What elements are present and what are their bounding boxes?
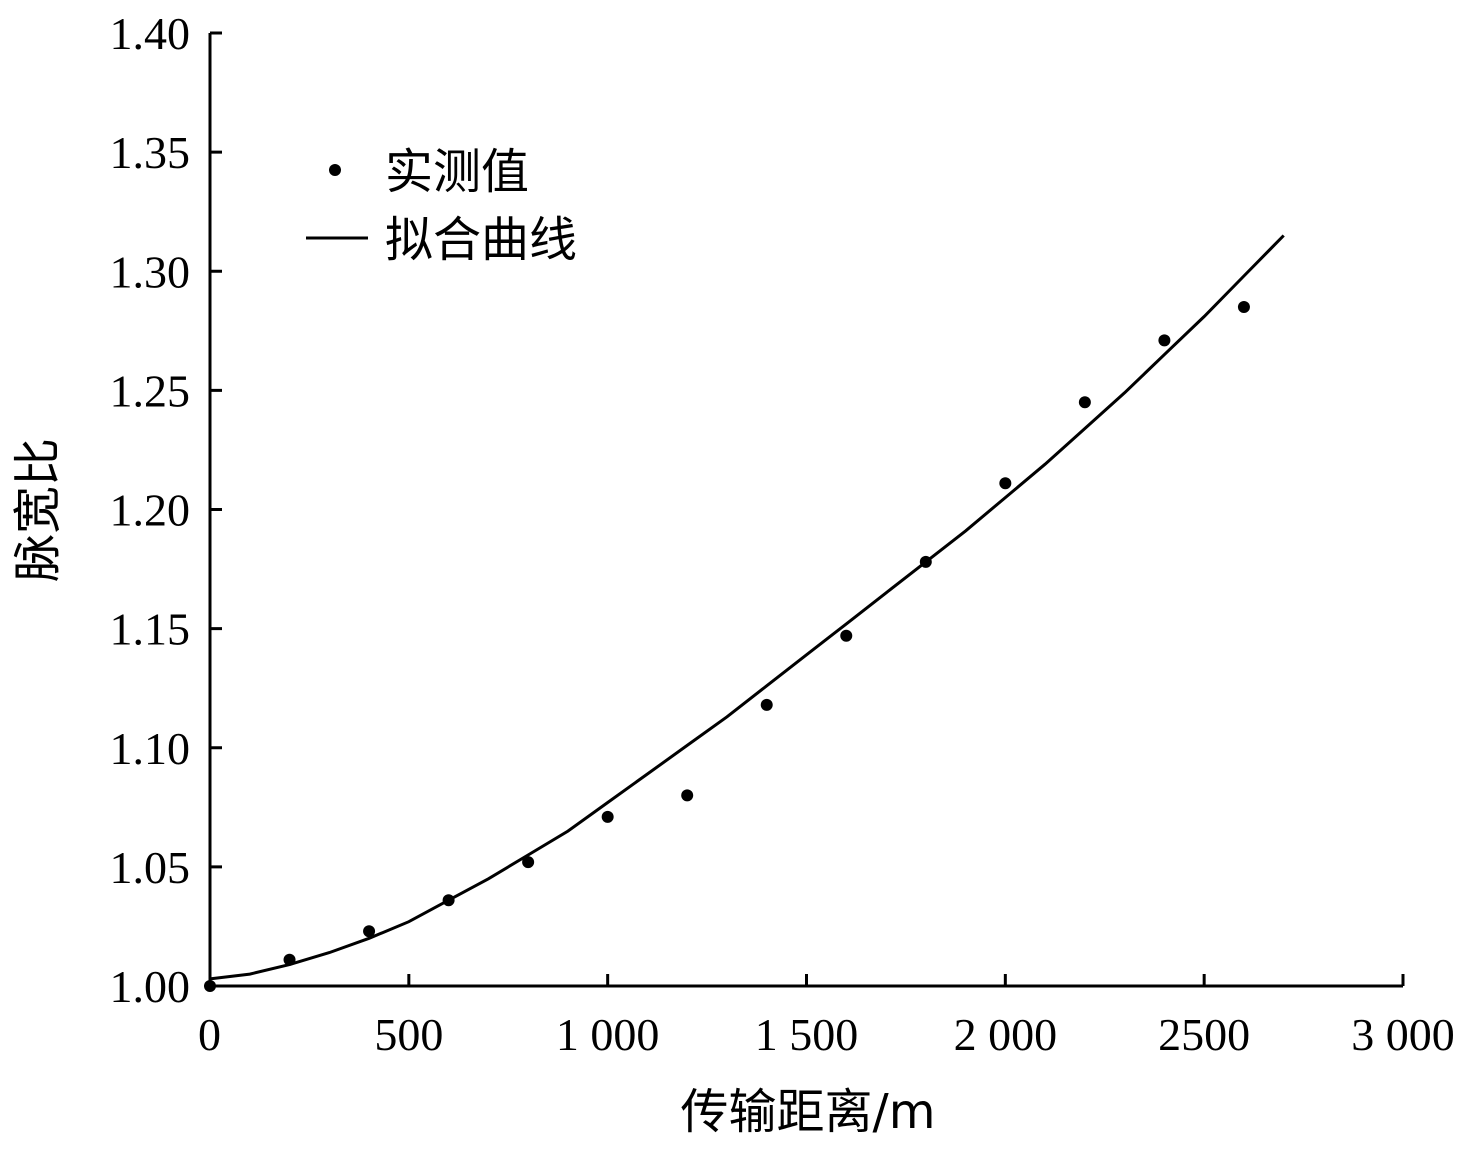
y-tick-label: 1.20 [110, 485, 191, 536]
fit-curve [209, 234, 1285, 981]
x-tick-label: 500 [374, 1009, 443, 1060]
x-tick-label: 2 000 [954, 1009, 1058, 1060]
measured-point [760, 698, 773, 711]
measured-point [999, 477, 1012, 490]
measured-point [283, 953, 296, 966]
x-tick-label: 3 000 [1351, 1009, 1455, 1060]
y-tick-label: 1.25 [110, 365, 191, 416]
plot-area: 1.00 1.05 1.10 1.15 1.20 1.25 1.30 1.35 1.40 0 50… [110, 8, 1455, 1060]
measured-point [442, 894, 455, 907]
measured-point [919, 555, 932, 568]
measured-point [1237, 300, 1250, 313]
x-tick-label: 0 [198, 1009, 221, 1060]
legend: 实测值 拟合曲线 [306, 144, 577, 268]
y-axis-title: 脉宽比 [10, 438, 66, 582]
measured-point [601, 810, 614, 823]
measured-point [681, 789, 694, 802]
measured-point [363, 925, 376, 938]
measured-point [840, 629, 853, 642]
x-tick-label: 1 000 [556, 1009, 660, 1060]
y-tick-label: 1.00 [110, 961, 191, 1012]
legend-measured-label: 实测值 [385, 144, 529, 200]
x-tick-label: 1 500 [755, 1009, 859, 1060]
measured-points [204, 300, 1250, 992]
y-tick-label: 1.05 [110, 842, 191, 893]
y-tick-label: 1.35 [110, 127, 191, 178]
measured-point [1158, 334, 1171, 347]
y-ticks: 1.00 1.05 1.10 1.15 1.20 1.25 1.30 1.35 1.40 [110, 8, 222, 1012]
y-tick-label: 1.40 [110, 8, 191, 59]
x-axis-title: 传输距离/m [681, 1084, 936, 1140]
legend-measured-marker [329, 164, 341, 176]
measured-point [204, 980, 216, 992]
measured-point [522, 856, 535, 869]
y-tick-label: 1.15 [110, 604, 191, 655]
y-tick-label: 1.10 [110, 723, 191, 774]
x-tick-label: 2500 [1158, 1009, 1250, 1060]
x-ticks: 0 500 1 000 1 500 2 000 2500 3 000 [198, 974, 1455, 1060]
legend-fit-label: 拟合曲线 [385, 212, 577, 268]
y-tick-label: 1.30 [110, 246, 191, 297]
measured-point [1078, 396, 1091, 409]
